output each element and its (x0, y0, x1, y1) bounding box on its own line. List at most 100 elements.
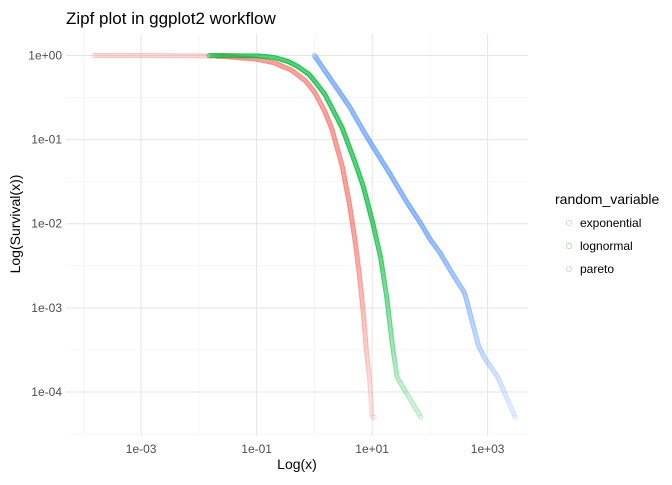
data-point (482, 355, 488, 362)
data-point (143, 52, 149, 59)
data-point (359, 298, 365, 304)
data-point (440, 255, 446, 261)
data-point (405, 393, 411, 399)
data-point (360, 309, 366, 315)
data-point (454, 277, 460, 283)
data-point (455, 280, 461, 286)
data-point (388, 335, 395, 341)
data-point (387, 324, 393, 330)
data-point (183, 53, 189, 59)
data-point (481, 354, 488, 361)
data-point (393, 364, 399, 370)
data-point (356, 273, 362, 279)
data-point (499, 383, 505, 389)
data-point (107, 52, 113, 59)
data-point (358, 287, 364, 293)
data-point (403, 389, 409, 395)
data-point (370, 223, 377, 229)
data-point (369, 411, 375, 417)
data-point (398, 381, 404, 387)
data-point (188, 53, 194, 59)
data-point (392, 363, 398, 369)
data-point (374, 238, 380, 244)
data-point (192, 53, 198, 59)
data-point (401, 385, 407, 392)
data-point (94, 52, 100, 59)
data-point (102, 52, 108, 59)
data-point (392, 357, 398, 363)
data-point (397, 379, 403, 385)
data-point (390, 344, 396, 350)
data-point (362, 326, 368, 332)
data-point (357, 278, 363, 284)
data-point (354, 250, 360, 257)
data-point (438, 251, 444, 257)
data-point (366, 372, 372, 378)
data-point (388, 331, 394, 337)
data-point (474, 335, 480, 341)
data-point (414, 407, 420, 413)
data-point (352, 238, 358, 244)
data-point (381, 278, 387, 284)
data-point (475, 342, 481, 348)
data-point (353, 246, 359, 252)
data-point (386, 316, 392, 322)
y-tick-labels: 1e+00 1e-01 1e-02 1e-03 1e-04 (28, 48, 62, 399)
data-point (358, 288, 364, 294)
y-axis-label: Log(Survival(x)) (7, 175, 23, 274)
data-point (375, 241, 381, 248)
data-point (369, 412, 375, 418)
data-point (142, 52, 148, 59)
data-point (95, 52, 101, 59)
data-point (130, 52, 136, 59)
data-point (364, 353, 370, 360)
data-point (378, 259, 384, 265)
data-point (387, 320, 393, 326)
data-point (162, 53, 168, 59)
data-point (398, 380, 404, 386)
legend-key-exponential (565, 219, 573, 227)
data-point (371, 414, 378, 420)
data-point (382, 284, 388, 290)
data-point (385, 309, 392, 315)
data-point (388, 330, 394, 336)
data-point (364, 352, 370, 358)
data-point (400, 384, 406, 391)
data-point (386, 310, 392, 316)
data-point (508, 406, 514, 412)
data-point (355, 261, 361, 267)
data-point (363, 341, 369, 347)
data-point (428, 238, 434, 244)
data-point (512, 414, 518, 420)
legend-key-pareto (565, 265, 573, 273)
data-point (378, 255, 384, 261)
data-point (358, 292, 365, 298)
data-point (390, 346, 396, 352)
data-point (92, 52, 98, 59)
data-point (380, 272, 386, 278)
data-point (380, 271, 386, 277)
data-point (467, 311, 473, 317)
series-pareto (311, 52, 518, 420)
data-point (150, 52, 156, 59)
data-point (116, 52, 122, 59)
data-point (115, 52, 121, 59)
data-point (371, 228, 378, 234)
data-point (361, 320, 367, 327)
data-point (412, 404, 418, 410)
data-point (466, 305, 472, 311)
data-point (356, 268, 362, 274)
data-point (380, 268, 386, 274)
data-point (368, 391, 374, 397)
data-point (365, 358, 371, 364)
data-point (368, 399, 374, 405)
data-point (355, 262, 361, 268)
data-point (360, 310, 366, 316)
data-point (374, 239, 380, 245)
data-point (420, 225, 426, 231)
data-point (448, 268, 454, 274)
data-point (406, 395, 412, 401)
data-point (491, 369, 497, 375)
data-point (354, 256, 360, 262)
data-point (436, 248, 442, 254)
